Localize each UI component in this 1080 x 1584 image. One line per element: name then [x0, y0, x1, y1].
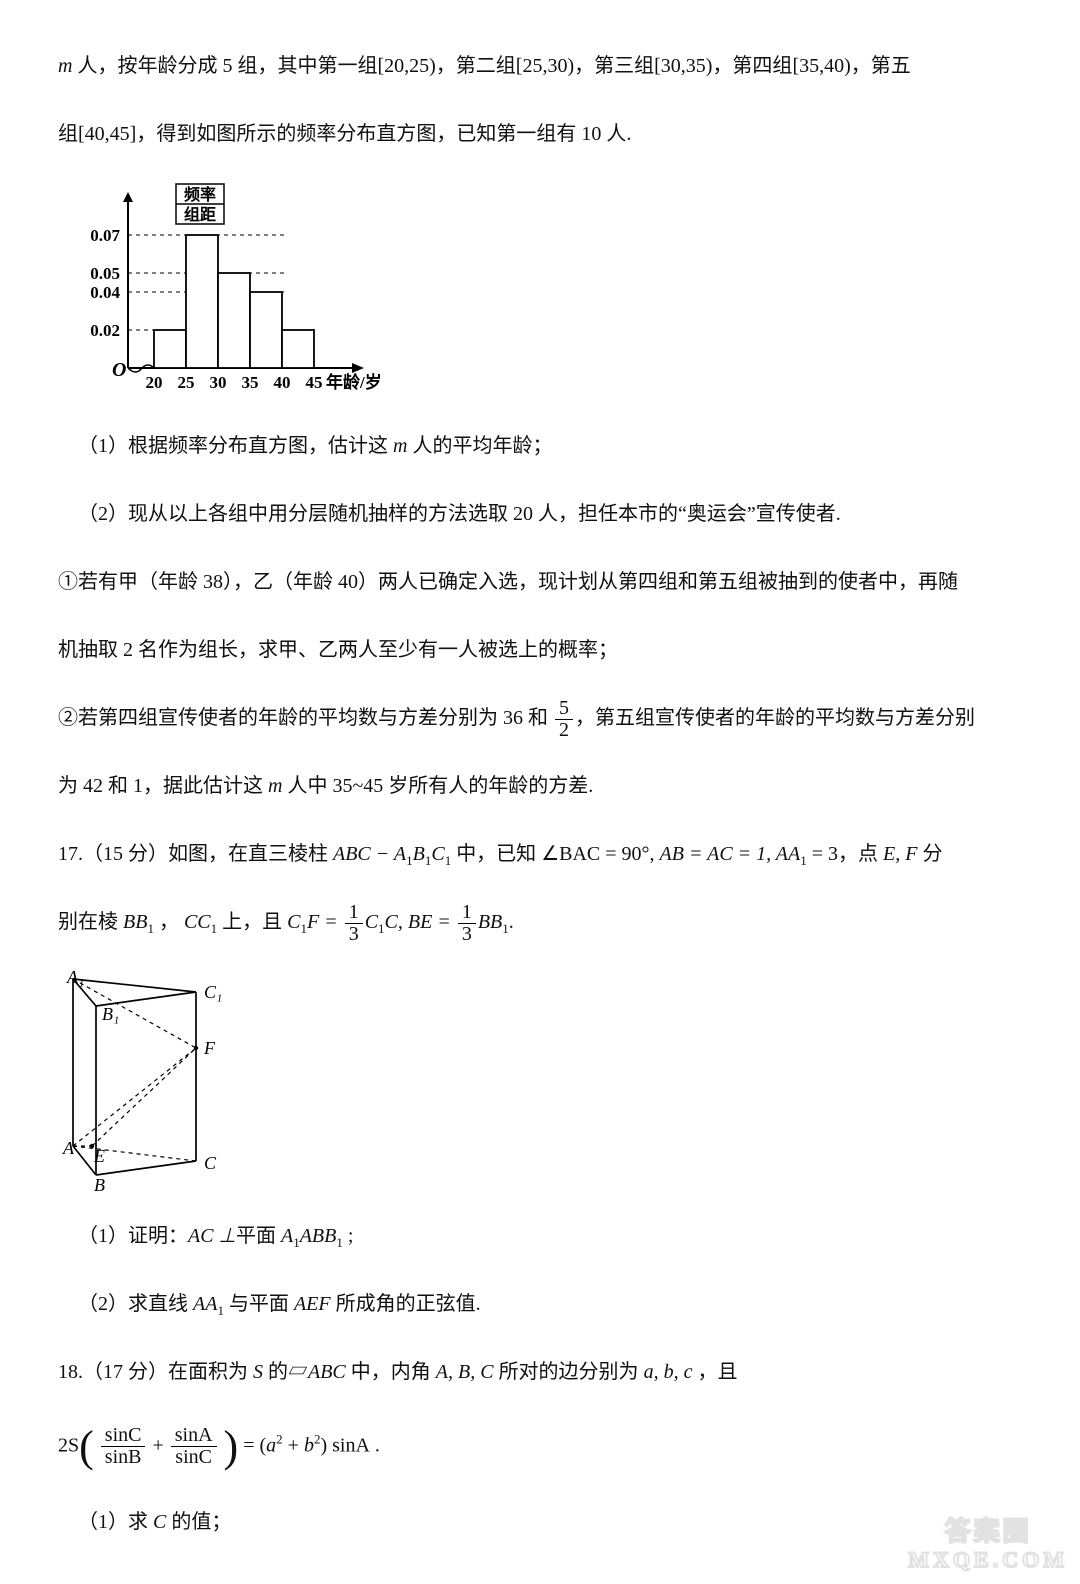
- frac-1-3a: 13: [345, 902, 363, 945]
- svg-text:年龄/岁: 年龄/岁: [326, 372, 382, 392]
- frac-sinA-sinC: sinAsinC: [171, 1425, 217, 1468]
- paren-right: ): [224, 1422, 239, 1471]
- q18-l1: 18.（17 分）在面积为 S 的▱ABC 中，内角 A, B, C 所对的边分…: [58, 1348, 1022, 1396]
- svg-text:35: 35: [242, 373, 259, 392]
- p-intro-l2: 组[40,45]，得到如图所示的频率分布直方图，已知第一组有 10 人.: [58, 110, 1022, 158]
- q18-eq: 2S( sinCsinB + sinAsinC ) = (a2 + b2) si…: [58, 1416, 1022, 1478]
- q16-2-2b: 为 42 和 1，据此估计这 m 人中 35~45 岁所有人的年龄的方差.: [58, 762, 1022, 810]
- paren-left: (: [79, 1422, 94, 1471]
- frac-1-3b: 13: [458, 902, 476, 945]
- prism-figure: A₁ B₁ C₁ A B C E F: [58, 966, 1022, 1192]
- svg-text:B: B: [94, 1175, 105, 1192]
- svg-text:E: E: [93, 1146, 105, 1166]
- svg-text:频率: 频率: [184, 185, 216, 204]
- frac-5-2: 5 2: [555, 698, 573, 741]
- watermark: 答案圈 MXQE.COM: [908, 1516, 1068, 1574]
- svg-text:A₁: A₁: [66, 967, 84, 987]
- svg-text:25: 25: [178, 373, 195, 392]
- frac-sinC-sinB: sinCsinB: [101, 1425, 146, 1468]
- q17-1: （1）证明：AC ⊥平面 A1ABB1 ;: [58, 1212, 1022, 1260]
- svg-text:O: O: [112, 359, 126, 381]
- q17-l1: 17.（15 分）如图，在直三棱柱 ABC − A1B1C1 中，已知 ∠BAC…: [58, 830, 1022, 878]
- q17-l2: 别在棱 BB1 ， CC1 上，且 C1F = 13C1C, BE = 13BB…: [58, 898, 1022, 946]
- q16-2: （2）现从以上各组中用分层随机抽样的方法选取 20 人，担任本市的“奥运会”宣传…: [58, 490, 1022, 538]
- q16-2-2a: ②若第四组宣传使者的年龄的平均数与方差分别为 36 和 5 2 ，第五组宣传使者…: [58, 694, 1022, 742]
- q17-2: （2）求直线 AA1 与平面 AEF 所成角的正弦值.: [58, 1280, 1022, 1328]
- svg-text:30: 30: [210, 373, 227, 392]
- q16-1: （1）根据频率分布直方图，估计这 m 人的平均年龄；: [58, 422, 1022, 470]
- svg-text:0.05: 0.05: [90, 264, 120, 283]
- var-m: m: [58, 55, 72, 77]
- svg-text:F: F: [203, 1038, 216, 1058]
- svg-text:B₁: B₁: [102, 1004, 119, 1024]
- svg-text:0.02: 0.02: [90, 321, 120, 340]
- svg-text:组距: 组距: [184, 205, 216, 224]
- svg-text:45: 45: [306, 373, 323, 392]
- svg-text:20: 20: [146, 373, 163, 392]
- svg-text:0.04: 0.04: [90, 283, 120, 302]
- svg-text:0.07: 0.07: [90, 226, 120, 245]
- svg-text:A: A: [62, 1138, 75, 1158]
- q16-2-1a: ①若有甲（年龄 38），乙（年龄 40）两人已确定入选，现计划从第四组和第五组被…: [58, 558, 1022, 606]
- svg-text:40: 40: [274, 373, 291, 392]
- histogram-figure: 频率组距 0.02 0.040.05 0.07 O 20 25 30 35 40 45年龄/岁: [58, 178, 1022, 402]
- q18-1: （1）求 C 的值；: [58, 1498, 1022, 1546]
- svg-text:C: C: [204, 1153, 217, 1173]
- p-intro-l1: m 人，按年龄分成 5 组，其中第一组[20,25)，第二组[25,30)，第三…: [58, 42, 1022, 90]
- svg-text:C₁: C₁: [204, 982, 222, 1002]
- q16-2-1b: 机抽取 2 名作为组长，求甲、乙两人至少有一人被选上的概率；: [58, 626, 1022, 674]
